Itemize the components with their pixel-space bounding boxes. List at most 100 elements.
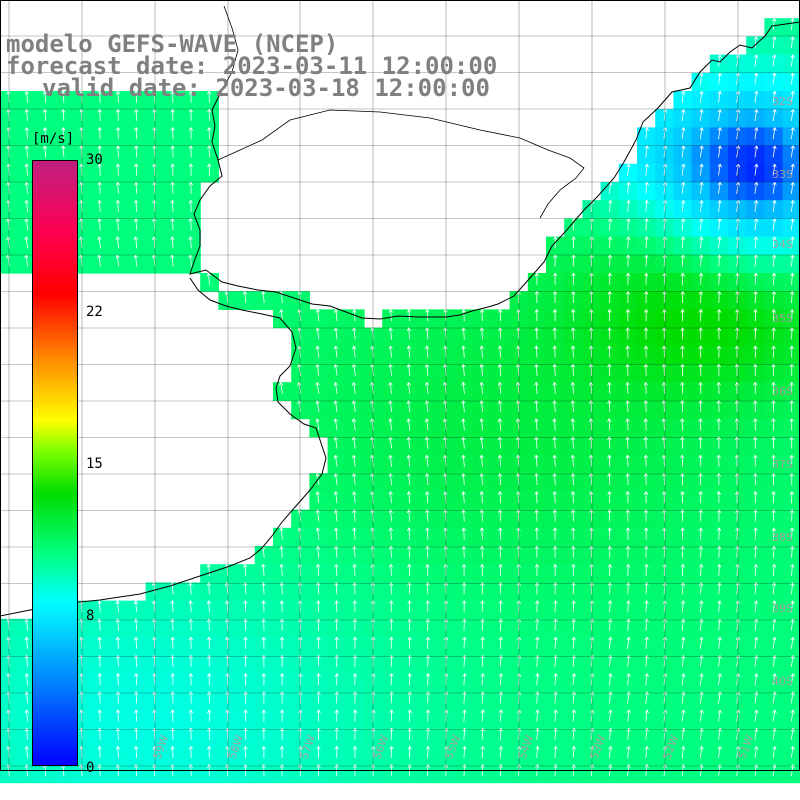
wind-arrow — [115, 254, 120, 267]
wind-arrow — [735, 327, 740, 340]
wind-arrow — [680, 327, 685, 340]
wind-arrow — [497, 454, 503, 467]
wind-arrow — [534, 454, 539, 467]
wind-arrow — [79, 181, 84, 194]
wind-cell — [782, 273, 800, 292]
wind-arrow — [24, 145, 29, 158]
wind-arrow — [789, 309, 795, 322]
wind-arrow — [534, 363, 539, 376]
wind-arrow — [351, 418, 357, 431]
wind-arrow — [534, 382, 539, 395]
wind-arrow — [552, 309, 558, 322]
wind-arrow — [789, 345, 794, 358]
wind-arrow — [626, 163, 631, 176]
wind-arrow — [735, 72, 741, 85]
wind-arrow — [370, 382, 375, 395]
latitude-label: 34S — [772, 238, 793, 251]
wind-arrow — [661, 436, 667, 449]
wind-arrow — [680, 309, 685, 322]
wind-arrow — [406, 382, 411, 395]
wind-arrow — [6, 109, 11, 122]
wind-arrow — [388, 345, 393, 358]
wind-arrow — [789, 491, 795, 504]
wind-arrow — [735, 54, 740, 67]
wind-arrow — [352, 491, 357, 504]
wind-arrow — [626, 200, 631, 213]
wind-arrow — [644, 272, 649, 285]
wind-arrow — [717, 218, 722, 231]
wind-arrow — [315, 363, 320, 376]
wind-arrow — [497, 327, 503, 340]
wind-arrow — [424, 473, 430, 486]
wind-arrow — [698, 345, 703, 358]
wind-arrow — [570, 454, 576, 467]
wind-arrow — [753, 236, 759, 249]
wind-arrow — [333, 382, 338, 395]
wind-arrow — [643, 309, 649, 322]
wind-arrow — [643, 418, 648, 431]
wind-arrow — [207, 145, 212, 158]
wind-arrow — [333, 327, 339, 340]
wind-arrow — [479, 491, 485, 504]
wind-arrow — [352, 509, 357, 522]
wind-arrow — [370, 345, 375, 358]
wind-arrow — [297, 400, 302, 413]
wind-arrow — [479, 327, 485, 340]
wind-arrow — [352, 327, 357, 340]
wind-arrow — [424, 382, 430, 395]
wind-arrow — [461, 491, 466, 504]
wind-arrow — [789, 400, 794, 413]
wind-arrow — [133, 218, 139, 231]
wind-arrow — [388, 454, 393, 467]
wind-arrow — [771, 345, 776, 358]
wind-arrow — [771, 18, 777, 31]
wind-arrow — [699, 145, 704, 158]
wind-arrow — [717, 272, 722, 285]
wind-arrow — [388, 436, 393, 449]
wind-arrow — [497, 382, 503, 395]
wind-arrow — [662, 309, 667, 322]
wind-arrow — [661, 454, 667, 467]
wind-arrow — [134, 109, 139, 122]
wind-arrow — [753, 309, 758, 322]
wind-arrow — [789, 418, 794, 431]
wind-arrow — [625, 382, 630, 395]
wind-arrow — [716, 327, 722, 340]
wind-arrow — [626, 254, 631, 267]
wind-arrow — [115, 109, 121, 122]
wind-arrow — [61, 127, 66, 140]
wind-arrow — [552, 327, 557, 340]
wind-arrow — [443, 363, 448, 376]
latitude-label: 35S — [772, 312, 793, 325]
wind-arrow — [772, 236, 777, 249]
wind-arrow — [443, 327, 448, 340]
wind-arrow — [97, 218, 102, 231]
wind-arrow — [771, 363, 776, 376]
wind-arrow — [24, 200, 29, 213]
wind-arrow — [242, 291, 248, 304]
wind-arrow — [681, 145, 686, 158]
wind-arrow — [771, 491, 776, 504]
wind-arrow — [115, 127, 121, 140]
wind-arrow — [79, 236, 84, 249]
wind-arrow — [406, 400, 411, 413]
wind-arrow — [297, 327, 302, 340]
wind-arrow — [643, 454, 649, 467]
wind-arrow — [789, 436, 794, 449]
wind-arrow — [681, 109, 686, 122]
wind-arrow — [771, 454, 776, 467]
wind-arrow — [589, 473, 594, 486]
wind-arrow — [552, 382, 557, 395]
wind-arrow — [534, 345, 539, 358]
wind-arrow — [297, 363, 302, 376]
wind-arrow — [607, 473, 612, 486]
wind-arrow — [644, 254, 649, 267]
wind-arrow — [716, 309, 722, 322]
colorbar-unit: [m/s] — [32, 131, 75, 147]
wind-arrow — [789, 473, 794, 486]
wind-arrow — [6, 127, 11, 140]
wind-arrow — [625, 272, 631, 285]
wind-arrow — [461, 327, 466, 340]
wind-arrow — [735, 200, 741, 213]
wind-arrow — [790, 18, 795, 31]
